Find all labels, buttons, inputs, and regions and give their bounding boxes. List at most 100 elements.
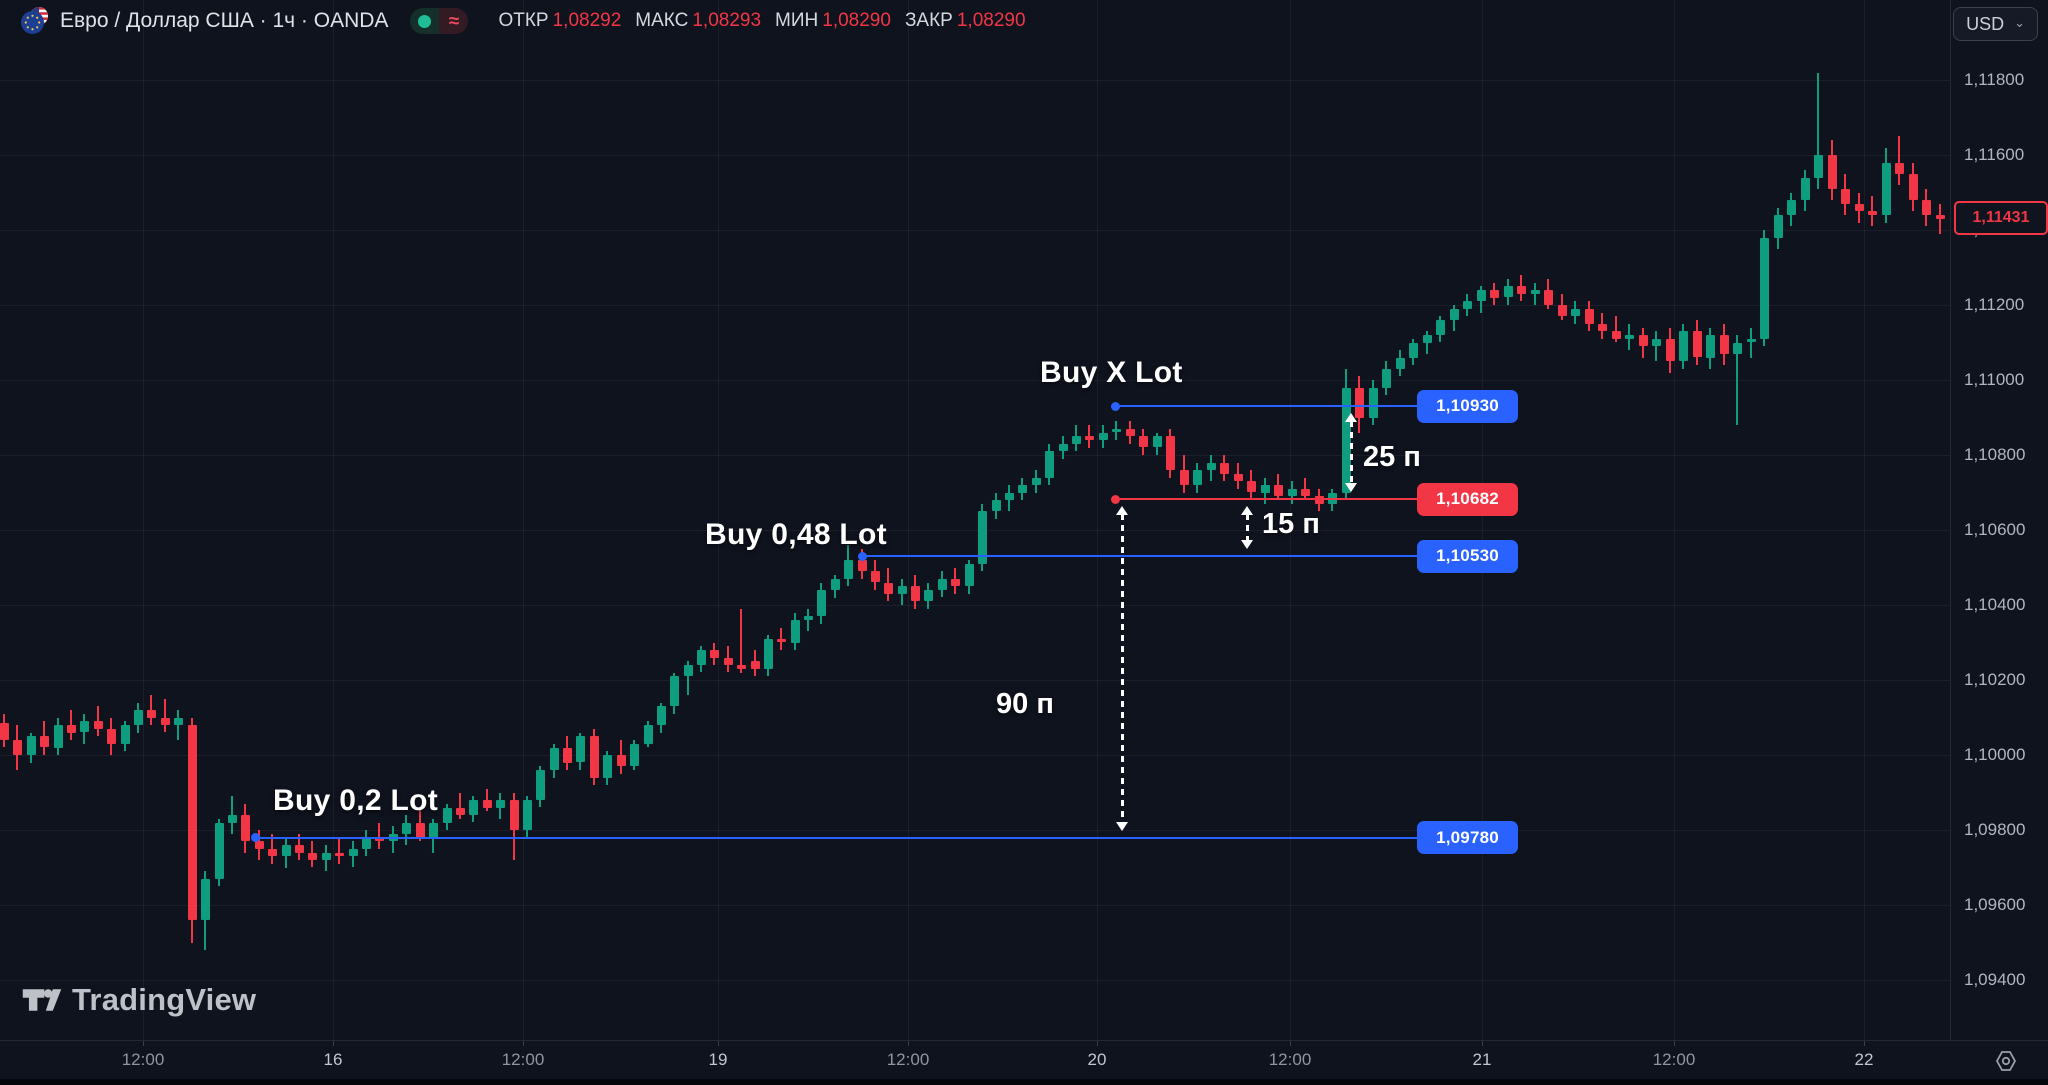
candle-body — [1422, 335, 1432, 343]
candle-body — [950, 578, 960, 587]
candle-body — [616, 755, 626, 767]
candle-body — [214, 822, 224, 879]
axis-settings-icon[interactable] — [1994, 1049, 2018, 1073]
candle-body — [1543, 290, 1553, 305]
time-label-1200: 12:00 — [1652, 1050, 1696, 1069]
gridline-vertical — [718, 0, 719, 1040]
ohlc-мин: МИН 1,08290 — [775, 10, 891, 32]
order-price-tag-buy-02-lot[interactable]: 1,09780 — [1417, 821, 1518, 854]
order-line-buy-048-lot[interactable] — [862, 555, 1418, 558]
candle-body — [1489, 290, 1499, 298]
last-price-label[interactable]: 1,11431 — [1954, 201, 2048, 236]
candle-wick — [1736, 335, 1738, 425]
price-axis[interactable]: 1,118001,116001,114001,112001,110001,108… — [1950, 0, 2048, 1040]
ohlc-value: 1,08292 — [552, 10, 622, 31]
time-axis[interactable]: 12:00 16 12:00 19 12:00 20 12:00 21 12:00 22 — [0, 1040, 2048, 1080]
candle-body — [1111, 428, 1121, 433]
candle-body — [910, 586, 920, 602]
candle-body — [1044, 451, 1054, 478]
candle-body — [816, 590, 826, 617]
candle-body — [1381, 368, 1391, 388]
ohlc-label: ОТКР — [498, 10, 549, 31]
order-price-tag-buy-x-lot[interactable]: 1,10930 — [1417, 389, 1518, 423]
candle-body — [870, 571, 880, 583]
candle-wick — [1817, 72, 1819, 189]
candle-body — [1206, 462, 1216, 470]
candle-body — [428, 822, 438, 838]
gridline-horizontal — [0, 905, 1950, 906]
order-line-anchor-dot-buy-x-lot[interactable] — [1110, 401, 1120, 411]
order-line-buy-02-lot[interactable] — [255, 836, 1418, 839]
candle-body — [1462, 301, 1472, 309]
candle-body — [1327, 492, 1337, 504]
candle-body — [1368, 387, 1378, 418]
order-price-tag-buy-048-lot[interactable]: 1,10530 — [1417, 539, 1518, 573]
candle-body — [1138, 436, 1148, 448]
candle-body — [1516, 286, 1526, 294]
candle-body — [897, 586, 907, 594]
order-price-tag-stop-level[interactable]: 1,10682 — [1417, 482, 1518, 516]
gridline-horizontal — [0, 980, 1950, 981]
candle-body — [0, 723, 9, 740]
candle-body — [776, 638, 786, 643]
candle-wick — [338, 837, 340, 864]
candle-body — [602, 755, 612, 778]
order-line-anchor-dot-buy-02-lot[interactable] — [250, 833, 260, 842]
measure-label: 25 п — [1363, 441, 1421, 473]
candle-body — [455, 807, 465, 815]
time-label-1200: 12:00 — [501, 1050, 545, 1069]
candle-body — [1624, 335, 1634, 339]
candle-body — [160, 717, 170, 725]
candle-body — [468, 800, 478, 815]
market-status-toggle[interactable]: ≈ — [410, 8, 469, 34]
candle-body — [1031, 477, 1041, 485]
candle-body — [93, 721, 103, 729]
candle-body — [1017, 485, 1027, 493]
time-tick — [523, 1041, 524, 1046]
candle-body — [1125, 428, 1135, 437]
candle-body — [1503, 286, 1513, 298]
candle-body — [267, 848, 277, 857]
candle-body — [187, 725, 197, 920]
ohlc-value: 1,08290 — [822, 10, 891, 31]
currency-selector-button[interactable]: USD ⌄ — [1953, 7, 2038, 41]
order-line-anchor-dot-stop-level[interactable] — [1110, 494, 1120, 504]
price-tick: 1,11800 — [1964, 70, 2025, 89]
order-line-stop-level[interactable] — [1115, 498, 1418, 501]
candle-body — [1719, 335, 1729, 354]
time-label-16: 16 — [323, 1050, 343, 1069]
candle-body — [723, 657, 733, 665]
candle-body — [1746, 338, 1756, 343]
candle-body — [683, 665, 693, 677]
candle-body — [1935, 215, 1945, 219]
gridline-vertical — [333, 0, 334, 1040]
candle-body — [307, 852, 317, 860]
candle-body — [977, 511, 987, 564]
delayed-data-segment: ≈ — [439, 8, 469, 34]
candle-body — [589, 736, 599, 778]
price-tick: 1,10600 — [1964, 520, 2026, 539]
candle-body — [1732, 342, 1742, 354]
order-line-anchor-dot-buy-048-lot[interactable] — [857, 551, 867, 561]
time-label-20: 20 — [1087, 1050, 1107, 1069]
candle-wick — [1304, 477, 1306, 500]
time-tick — [1097, 1041, 1098, 1046]
candle-wick — [164, 698, 166, 733]
annotation-buy-0-2-lot: Buy 0,2 Lot — [273, 784, 438, 817]
candle-body — [1597, 323, 1607, 332]
candle-body — [1192, 470, 1202, 485]
measure-arrow-line — [1349, 421, 1353, 485]
candle-wick — [1655, 331, 1657, 362]
order-line-buy-x-lot[interactable] — [1115, 405, 1418, 408]
gridline-horizontal — [0, 230, 1950, 231]
candle-body — [495, 800, 505, 808]
candle-body — [1273, 485, 1283, 497]
arrowhead-up-icon — [1241, 506, 1253, 516]
time-tick — [1864, 1041, 1865, 1046]
candle-body — [1300, 488, 1310, 497]
candle-body — [509, 800, 519, 830]
